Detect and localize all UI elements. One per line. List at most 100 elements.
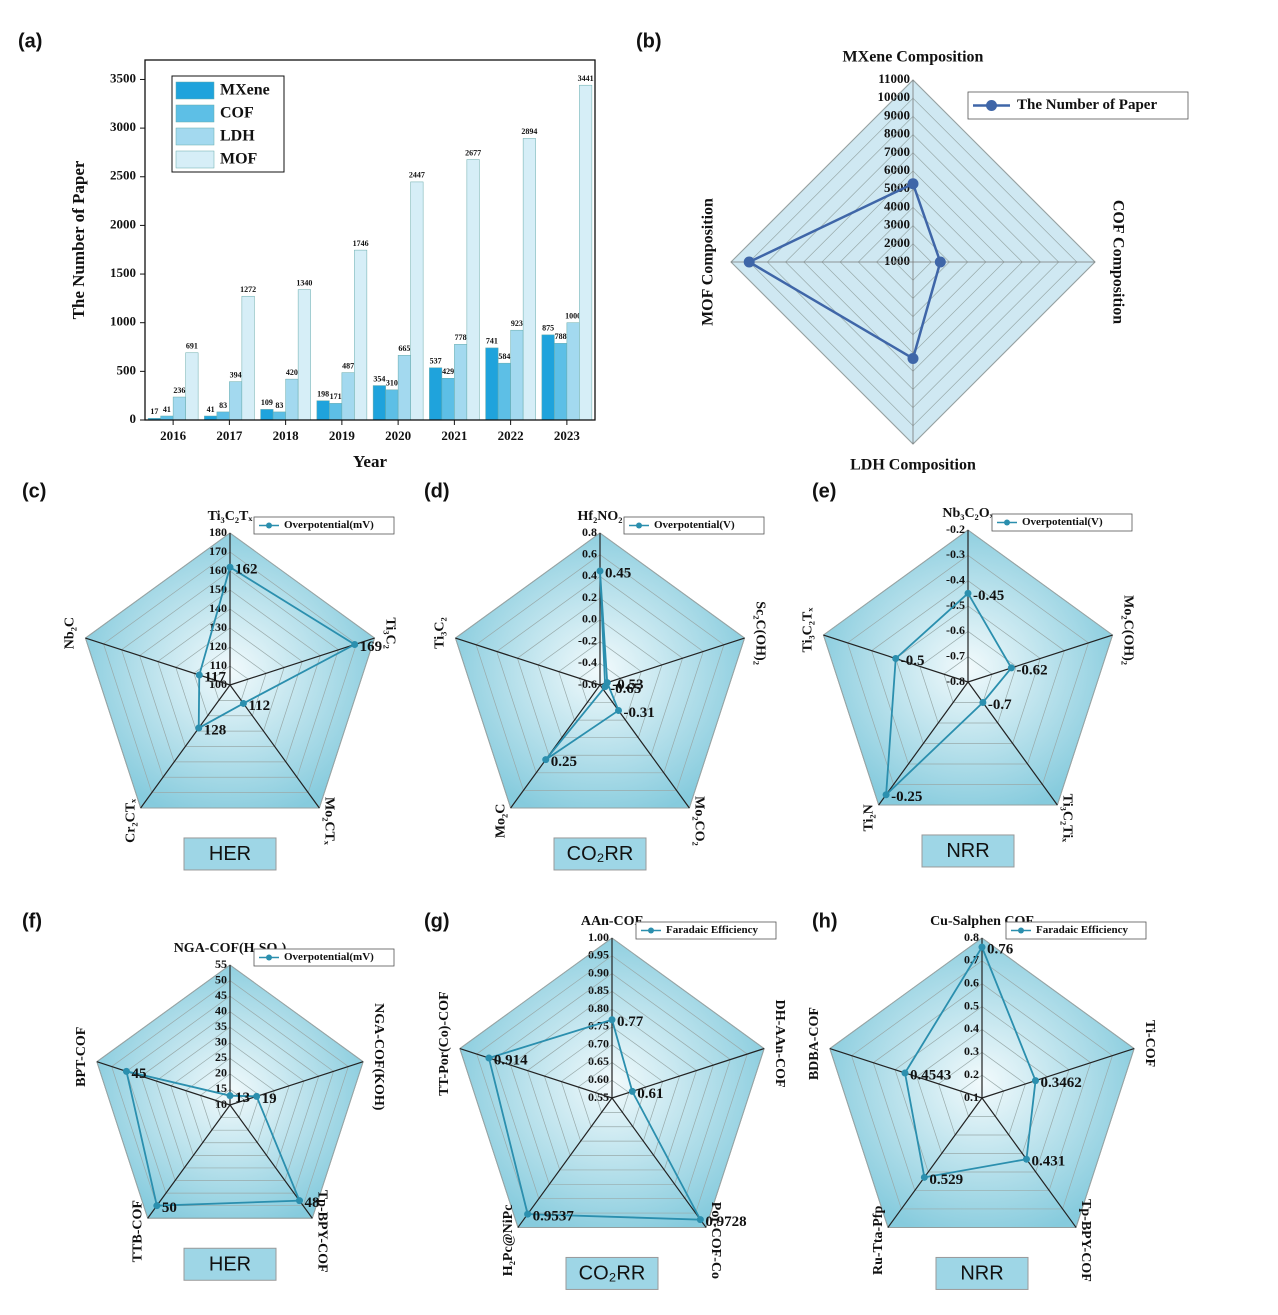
data-label: 0.61: [637, 1086, 663, 1102]
grid-ring: [175, 627, 285, 732]
data-label: 310: [386, 379, 398, 388]
bar: [341, 372, 355, 421]
data-label: 17: [150, 407, 158, 416]
legend-swatch: [175, 104, 215, 123]
data-point: [628, 1087, 636, 1095]
r-tick-label: 0.0: [582, 612, 597, 626]
data-point: [601, 683, 609, 691]
bar: [241, 295, 255, 421]
grid-ring: [103, 551, 357, 793]
data-point: [226, 1092, 234, 1100]
r-tick-label: -0.6: [578, 677, 597, 691]
grid-ring: [516, 597, 684, 756]
data-point: [524, 1210, 532, 1218]
legend-label: The Number of Paper: [1017, 97, 1157, 113]
data-label: 0.25: [551, 754, 577, 770]
data-label: 0.4543: [910, 1067, 951, 1083]
grid-ring: [938, 1051, 1026, 1136]
bar: [272, 411, 286, 421]
data-label: 41: [163, 405, 171, 414]
spoke: [611, 1047, 765, 1099]
data-label: 2894: [521, 127, 537, 136]
axis-label: Mo₂C(OH)₂: [1121, 595, 1136, 665]
axis-label: Cr₂CTₓ: [123, 798, 138, 843]
r-tick-label: -0.2: [578, 633, 597, 647]
bar: [172, 396, 186, 421]
legend-label: Overpotential(V): [1022, 516, 1103, 528]
r-tick-label: 40: [215, 1003, 227, 1017]
x-tick-label: 2021: [441, 428, 467, 443]
grid-ring: [121, 570, 339, 778]
y-tick-label: 2500: [110, 168, 136, 183]
axis-label: COF Composition: [1109, 200, 1126, 324]
r-tick-label: 10000: [878, 89, 911, 104]
bar: [329, 403, 343, 421]
bar: [579, 84, 593, 421]
r-tick-label: 0.95: [588, 948, 609, 962]
x-axis-label: Year: [353, 452, 387, 471]
panel-label: (a): [18, 30, 42, 52]
r-tick-label: 10: [215, 1097, 227, 1111]
data-label: -0.5: [901, 653, 925, 669]
axis-label: Ti₃C₂: [383, 617, 398, 648]
series-line: [545, 570, 620, 761]
r-tick-label: 120: [209, 639, 227, 653]
r-tick-label: 0.7: [964, 953, 979, 967]
legend-swatch: [175, 127, 215, 146]
grid-ring: [126, 995, 334, 1194]
grid-ring: [476, 955, 748, 1214]
bar: [566, 322, 580, 421]
series-line: [197, 565, 357, 730]
grid-ring: [851, 960, 1113, 1210]
data-label: 0.9728: [705, 1214, 746, 1230]
tag-label: CO₂RR: [579, 1263, 646, 1285]
bar: [354, 249, 368, 421]
tag-box: [565, 1256, 659, 1290]
grid-ring: [871, 580, 1065, 765]
data-point: [253, 1092, 261, 1100]
data-point: [351, 640, 359, 648]
spoke: [878, 681, 969, 806]
r-tick-label: 180: [209, 525, 227, 539]
r-tick-label: 0.65: [588, 1054, 609, 1068]
r-tick-label: 0.2: [964, 1067, 979, 1081]
r-tick-label: 35: [215, 1019, 227, 1033]
x-tick-label: 2016: [160, 428, 187, 443]
grid-ring: [560, 1044, 664, 1142]
r-tick-label: -0.4: [578, 655, 597, 669]
series-line: [125, 1070, 301, 1207]
bar: [285, 378, 299, 421]
grid-ring: [872, 983, 1092, 1191]
data-label: 394: [230, 370, 242, 379]
tag-label: CO₂RR: [567, 843, 634, 865]
data-point: [295, 1197, 303, 1205]
legend-swatch: [175, 150, 215, 169]
legend-label: Overpotential(mV): [284, 519, 374, 531]
data-label: 1000: [565, 312, 581, 321]
bar: [429, 367, 443, 421]
grid-ring: [459, 937, 765, 1228]
series-line: [487, 1018, 702, 1221]
r-tick-label: 0.70: [588, 1036, 609, 1050]
data-label: 171: [330, 392, 342, 401]
data-label: 41: [207, 405, 215, 414]
tag-box: [921, 834, 1015, 868]
legend-box: [991, 513, 1133, 532]
data-label: 1746: [353, 239, 369, 248]
grid-ring: [96, 964, 364, 1219]
grid-ring: [594, 1079, 630, 1113]
legend-label: LDH: [220, 128, 255, 145]
spoke: [96, 1061, 231, 1106]
r-tick-label: -0.8: [946, 674, 965, 688]
data-label: 3441: [578, 74, 594, 83]
data-label: -0.7: [988, 697, 1012, 713]
data-label: 0.45: [605, 565, 631, 581]
axis-label: AAn-COF: [581, 914, 643, 929]
panel-label: (f): [22, 910, 42, 932]
data-label: 0.529: [929, 1172, 963, 1188]
data-label: 665: [398, 344, 410, 353]
data-label: 45: [131, 1066, 146, 1082]
grid-ring: [847, 554, 1089, 785]
x-tick-label: 2022: [498, 428, 524, 443]
data-label: 537: [430, 357, 442, 366]
